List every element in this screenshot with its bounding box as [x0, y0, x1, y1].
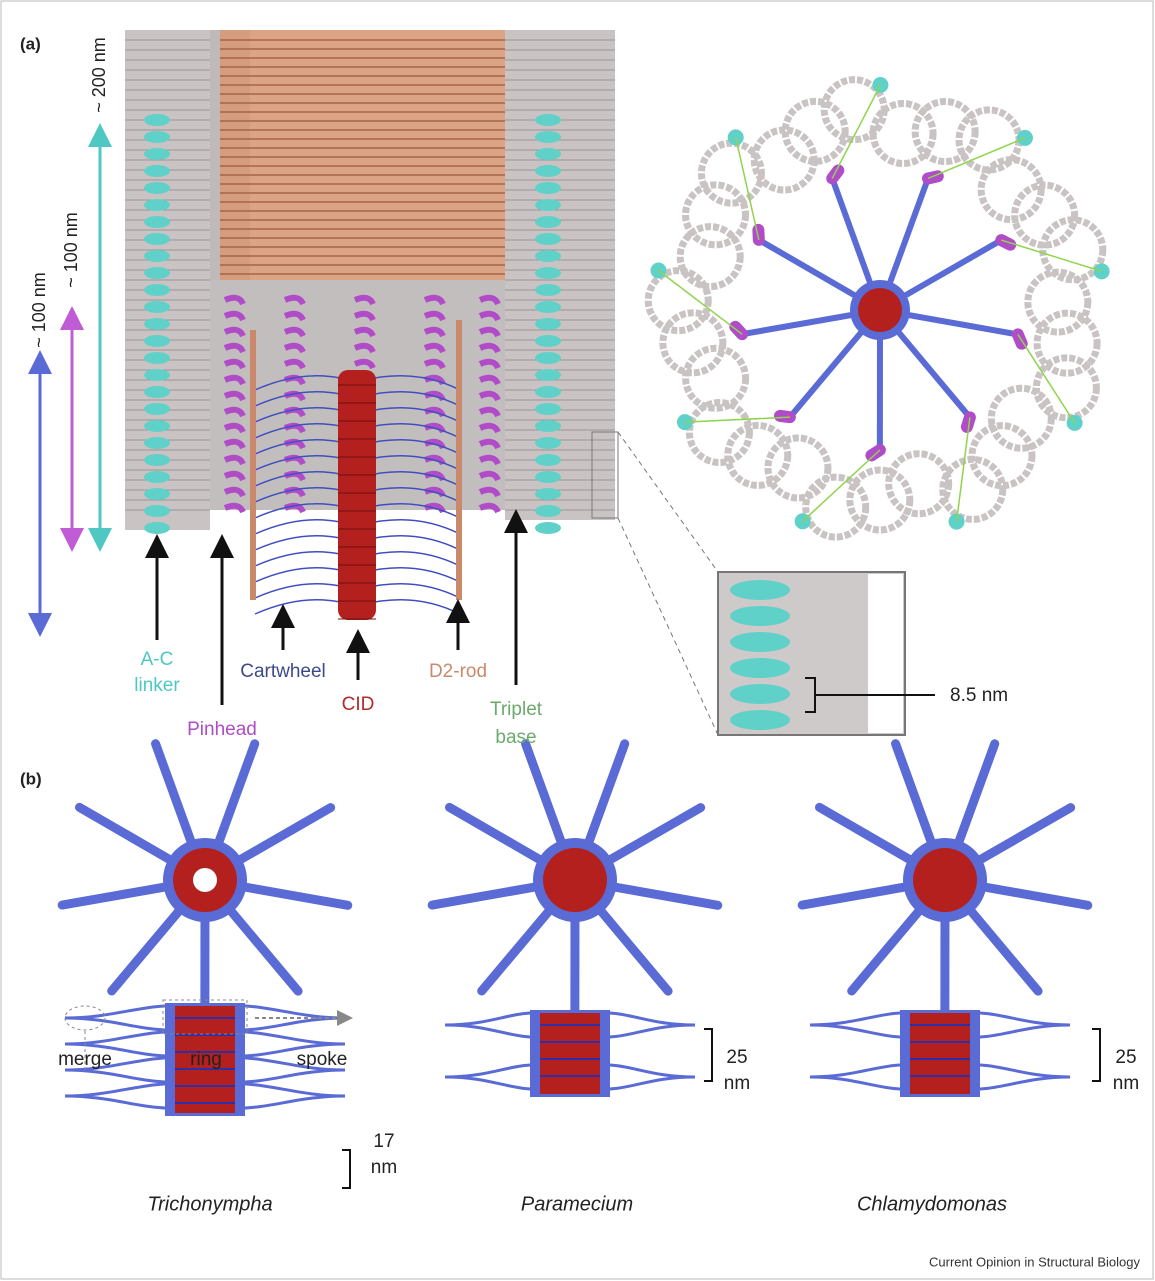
- species-name: Paramecium: [521, 1193, 633, 1215]
- species-name: Trichonympha: [147, 1193, 272, 1215]
- scale-bar-label: ~ 200 nm: [89, 37, 109, 113]
- ac-linker: [144, 488, 170, 500]
- ac-linker: [535, 420, 561, 432]
- ac-linker: [730, 606, 790, 626]
- ac-linker: [144, 454, 170, 466]
- cid: [543, 848, 607, 912]
- ac-linker: [535, 386, 561, 398]
- ac-linker: [144, 250, 170, 262]
- ac-linker: [535, 182, 561, 194]
- ac-linker: [535, 488, 561, 500]
- ac-linker: [144, 267, 170, 279]
- ac-linker: [535, 318, 561, 330]
- ac-linker: [535, 352, 561, 364]
- panel-label: (a): [20, 34, 41, 53]
- ac-linker: [730, 684, 790, 704]
- ac-linker: [535, 522, 561, 534]
- cid: [913, 848, 977, 912]
- cid-lumen: [193, 868, 217, 892]
- structure-label: D2-rod: [429, 661, 487, 682]
- ac-linker: [535, 250, 561, 262]
- journal-credit: Current Opinion in Structural Biology: [929, 1254, 1140, 1269]
- ac-linker: [535, 335, 561, 347]
- ac-linker: [144, 301, 170, 313]
- ac-linker: [144, 420, 170, 432]
- ac-linker: [144, 148, 170, 160]
- ac-linker: [144, 165, 170, 177]
- ac-linker: [144, 216, 170, 228]
- side-view-label: ring: [190, 1049, 222, 1070]
- ac-linker: [144, 318, 170, 330]
- d2-rod: [250, 330, 256, 600]
- ac-linker: [144, 131, 170, 143]
- ac-linker: [144, 522, 170, 534]
- inset-blank: [868, 574, 903, 733]
- ac-linker: [535, 114, 561, 126]
- ac-linker: [144, 437, 170, 449]
- ac-linker: [144, 386, 170, 398]
- ac-linker: [535, 233, 561, 245]
- ac-linker: [144, 114, 170, 126]
- scale-bar-label: ~ 100 nm: [61, 212, 81, 288]
- ac-linker: [144, 505, 170, 517]
- ac-linker: [535, 454, 561, 466]
- ac-linker: [535, 369, 561, 381]
- side-view-label: spoke: [297, 1049, 348, 1070]
- ac-linker: [144, 352, 170, 364]
- structure-label: CID: [342, 694, 375, 715]
- ac-linker: [535, 505, 561, 517]
- ac-linker: [535, 216, 561, 228]
- spacing-label: 25: [1115, 1047, 1136, 1068]
- page: {"panel_a": {"label": "(a)", "scale_bars…: [0, 0, 1155, 1281]
- ac-linker: [144, 403, 170, 415]
- spacing-label: nm: [1113, 1073, 1139, 1094]
- ac-linker: [730, 580, 790, 600]
- ac-linker: [730, 658, 790, 678]
- ac-linker: [730, 710, 790, 730]
- panel-label: (b): [20, 769, 42, 788]
- ac-linker: [144, 182, 170, 194]
- ac-linker: [535, 165, 561, 177]
- structure-label: A-C: [141, 649, 174, 670]
- ac-linker: [144, 233, 170, 245]
- ac-linker: [144, 284, 170, 296]
- ac-linker: [535, 267, 561, 279]
- species-name: Chlamydomonas: [857, 1193, 1007, 1215]
- figure: (a) ~ 200 nm ~ 100 nm ~ 100 nm A-C linke…: [0, 0, 1155, 1281]
- ac-linker: [535, 301, 561, 313]
- structure-label: linker: [134, 675, 180, 696]
- ac-linker: [535, 471, 561, 483]
- ac-linker: [144, 369, 170, 381]
- spacing-label: 17: [373, 1131, 394, 1152]
- spacing-label: nm: [371, 1157, 397, 1178]
- structure-label: Pinhead: [187, 719, 257, 740]
- ac-linker: [535, 131, 561, 143]
- structure-label: base: [495, 727, 536, 748]
- ac-linker: [535, 148, 561, 160]
- ac-linker: [535, 403, 561, 415]
- structure-label: Cartwheel: [240, 661, 326, 682]
- scale-bar-label: ~ 100 nm: [29, 272, 49, 348]
- ac-linker: [535, 199, 561, 211]
- ac-linker: [144, 335, 170, 347]
- side-view-label: merge: [58, 1049, 112, 1070]
- d2-rod: [456, 320, 462, 600]
- cid: [858, 288, 902, 332]
- ac-linker: [144, 199, 170, 211]
- spacing-label: nm: [724, 1073, 750, 1094]
- measurement-label: 8.5 nm: [950, 685, 1008, 706]
- ac-linker: [144, 471, 170, 483]
- spacing-label: 25: [726, 1047, 747, 1068]
- ac-linker: [535, 437, 561, 449]
- structure-label: Triplet: [490, 699, 543, 720]
- ac-linker: [730, 632, 790, 652]
- ac-linker: [535, 284, 561, 296]
